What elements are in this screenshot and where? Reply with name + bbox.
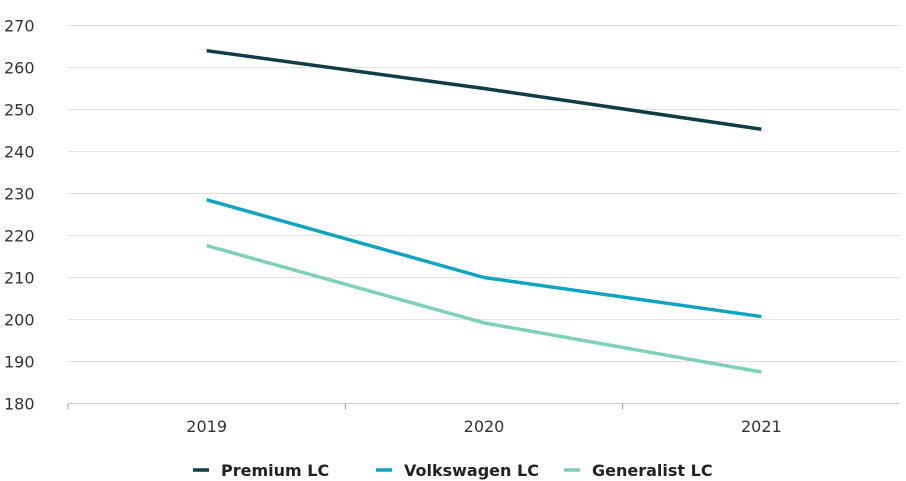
legend: Premium LC Volkswagen LC Generalist LC	[193, 461, 713, 480]
y-tick-label: 230	[4, 185, 35, 204]
y-tick-label: 200	[4, 311, 35, 330]
y-tick-label: 270	[4, 17, 35, 36]
y-tick-label: 260	[4, 59, 35, 78]
y-tick-label: 210	[4, 269, 35, 288]
y-axis: 180 190 200 210 220 230 240 250 260 270	[4, 17, 35, 414]
series-line-generalist-lc	[206, 243, 762, 374]
legend-item: Premium LC	[193, 461, 329, 480]
legend-item: Generalist LC	[564, 461, 713, 480]
x-axis: 2019 2020 2021	[67, 403, 900, 436]
x-tick-label: 2019	[186, 417, 227, 436]
series-line-premium-lc	[206, 48, 762, 131]
x-tick-label: 2020	[464, 417, 505, 436]
y-tick-label: 190	[4, 353, 35, 372]
gridlines	[68, 25, 900, 362]
x-tick-label: 2021	[741, 417, 782, 436]
y-tick-label: 240	[4, 143, 35, 162]
y-tick-label: 180	[4, 395, 35, 414]
y-tick-label: 220	[4, 227, 35, 246]
series-lines	[206, 48, 762, 374]
legend-label: Generalist LC	[592, 461, 713, 480]
legend-label: Premium LC	[221, 461, 329, 480]
series-line-volkswagen-lc	[206, 198, 762, 319]
y-tick-label: 250	[4, 101, 35, 120]
legend-label: Volkswagen LC	[404, 461, 539, 480]
legend-item: Volkswagen LC	[376, 461, 539, 480]
